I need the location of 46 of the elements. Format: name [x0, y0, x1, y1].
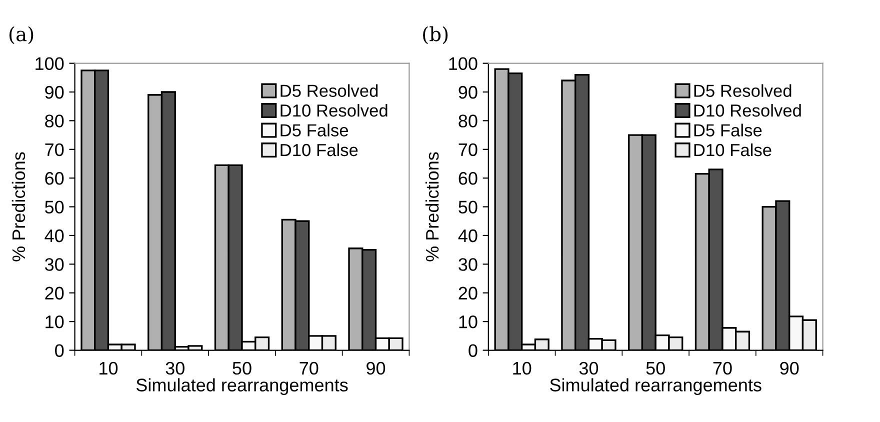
- x-tick-label: 30: [166, 362, 184, 375]
- y-tick-label: 80: [45, 114, 64, 128]
- x-tick-label: 70: [713, 362, 732, 375]
- legend-label: D10 False: [280, 143, 358, 156]
- legend-label: D5 Resolved: [694, 84, 792, 97]
- y-tick-label: 0: [55, 344, 64, 357]
- y-tick-label: 50: [458, 200, 478, 214]
- y-tick-label: 30: [44, 258, 64, 271]
- y-tick-label: 40: [44, 229, 64, 242]
- y-tick-label: 30: [458, 258, 478, 271]
- y-axis-title: % Predictions: [425, 152, 439, 262]
- y-tick-label: 10: [46, 316, 64, 328]
- x-tick-label: 30: [579, 362, 598, 375]
- y-tick-label: 50: [45, 200, 64, 214]
- legend-label: D10 Resolved: [280, 104, 388, 117]
- x-tick-label: 90: [366, 362, 386, 375]
- x-tick-label: 50: [646, 362, 665, 375]
- legend-label: D10 Resolved: [694, 104, 801, 117]
- y-tick-label: 100: [36, 57, 64, 70]
- y-tick-label: 90: [45, 86, 64, 99]
- y-tick-label: 100: [449, 57, 478, 70]
- y-tick-label: 70: [458, 143, 478, 156]
- y-tick-label: 10: [459, 316, 478, 328]
- y-tick-label: 20: [45, 286, 64, 300]
- legend-label: D5 Resolved: [280, 84, 378, 97]
- legend-label: D10 False: [694, 143, 772, 156]
- y-tick-label: 60: [45, 172, 64, 185]
- y-tick-label: 40: [458, 229, 478, 242]
- y-tick-label: 20: [458, 286, 478, 300]
- y-tick-label: 90: [458, 86, 478, 99]
- y-tick-label: 80: [458, 114, 478, 128]
- y-tick-label: 0: [468, 344, 478, 357]
- x-axis-title: Simulated rearrangements: [136, 378, 348, 396]
- x-axis-title: Simulated rearrangements: [550, 378, 762, 396]
- legend-label: D5 False: [694, 124, 762, 136]
- x-tick-label: 70: [300, 362, 318, 375]
- y-axis-title: % Predictions: [12, 152, 26, 262]
- x-tick-label: 10: [513, 362, 532, 375]
- legend-label: D5 False: [280, 124, 348, 136]
- y-tick-label: 70: [45, 143, 64, 156]
- x-tick-label: 90: [780, 362, 799, 375]
- y-tick-label: 60: [458, 172, 478, 185]
- x-tick-label: 50: [232, 362, 252, 375]
- x-tick-label: 10: [100, 362, 118, 375]
- chart-title: (b): [423, 26, 448, 44]
- chart-title: (a): [9, 26, 34, 44]
